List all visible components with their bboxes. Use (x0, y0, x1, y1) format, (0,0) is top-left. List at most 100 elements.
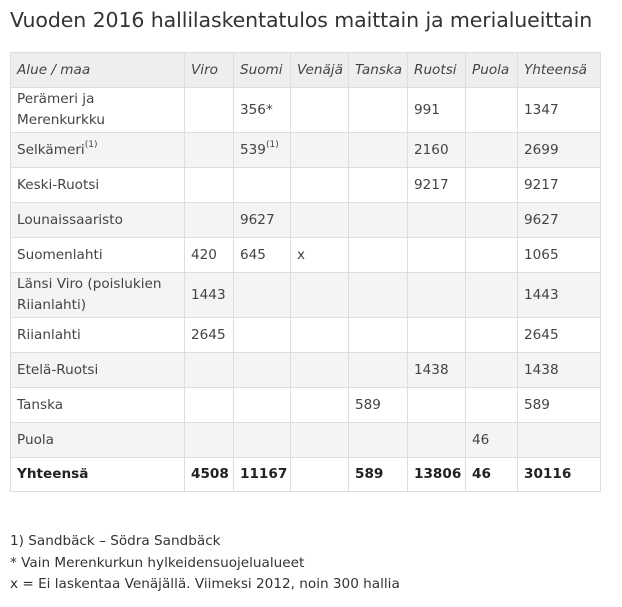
cell-venaja (290, 202, 349, 238)
cell-tanska (348, 132, 408, 168)
seal-count-table: Alue / maa Viro Suomi Venäjä Tanska Ruot… (10, 52, 601, 492)
cell-ruotsi: 1438 (407, 352, 466, 388)
cell-venaja (290, 352, 349, 388)
cell-total: 2699 (517, 132, 601, 168)
cell-area: Suomenlahti (10, 237, 185, 273)
footnotes: 1) Sandbäck – Södra Sandbäck * Vain Mere… (10, 531, 400, 596)
cell-total: 1347 (517, 87, 601, 133)
cell-venaja (290, 132, 349, 168)
cell-tanska (348, 202, 408, 238)
cell-puola (465, 352, 518, 388)
cell-suomi: 9627 (233, 202, 291, 238)
cell-suomi (233, 167, 291, 203)
column-header-tanska: Tanska (348, 52, 408, 88)
cell-area: Perämeri ja Merenkurkku (10, 87, 185, 133)
table-row: Suomenlahti 420 645 x 1065 (10, 237, 601, 273)
cell-tanska (348, 167, 408, 203)
cell-suomi: 539(1) (233, 132, 291, 168)
total-grand: 30116 (517, 457, 601, 492)
cell-puola: 46 (465, 422, 518, 458)
cell-tanska (348, 272, 408, 318)
cell-suomi (233, 272, 291, 318)
table-row: Puola 46 (10, 422, 601, 458)
cell-ruotsi (407, 422, 466, 458)
cell-suomi (233, 387, 291, 423)
cell-ruotsi (407, 387, 466, 423)
cell-viro: 1443 (184, 272, 234, 318)
cell-puola (465, 167, 518, 203)
table-row: Selkämeri(1) 539(1) 2160 2699 (10, 132, 601, 168)
footnote-sandback: 1) Sandbäck – Södra Sandbäck (10, 533, 221, 549)
cell-area: Tanska (10, 387, 185, 423)
cell-suomi (233, 352, 291, 388)
cell-ruotsi: 991 (407, 87, 466, 133)
cell-total: 589 (517, 387, 601, 423)
cell-total: 1065 (517, 237, 601, 273)
cell-area: Etelä-Ruotsi (10, 352, 185, 388)
cell-puola (465, 132, 518, 168)
column-header-area: Alue / maa (10, 52, 185, 88)
cell-ruotsi (407, 202, 466, 238)
column-header-suomi: Suomi (233, 52, 291, 88)
footnote-venaja: x = Ei laskentaa Venäjällä. Viimeksi 201… (10, 576, 400, 592)
cell-tanska (348, 87, 408, 133)
cell-venaja (290, 167, 349, 203)
footnote-marker: (1) (84, 139, 98, 150)
cell-venaja: x (290, 237, 349, 273)
cell-viro (184, 422, 234, 458)
cell-suomi (233, 422, 291, 458)
cell-venaja (290, 87, 349, 133)
cell-ruotsi: 2160 (407, 132, 466, 168)
cell-puola (465, 317, 518, 353)
page-title: Vuoden 2016 hallilaskentatulos maittain … (10, 8, 593, 32)
total-viro: 4508 (184, 457, 234, 492)
table-row: Keski-Ruotsi 9217 9217 (10, 167, 601, 203)
cell-suomi (233, 317, 291, 353)
cell-ruotsi (407, 317, 466, 353)
cell-total: 1443 (517, 272, 601, 318)
cell-viro: 420 (184, 237, 234, 273)
cell-ruotsi (407, 237, 466, 273)
column-header-venaja: Venäjä (290, 52, 349, 88)
column-header-total: Yhteensä (517, 52, 601, 88)
cell-puola (465, 387, 518, 423)
cell-total (517, 422, 601, 458)
cell-area: Puola (10, 422, 185, 458)
cell-area: Riianlahti (10, 317, 185, 353)
cell-viro (184, 352, 234, 388)
total-venaja (290, 457, 349, 492)
table-row: Lounaissaaristo 9627 9627 (10, 202, 601, 238)
cell-viro (184, 202, 234, 238)
cell-area-text: Selkämeri (17, 141, 85, 158)
total-suomi: 11167 (233, 457, 291, 492)
cell-viro: 2645 (184, 317, 234, 353)
cell-venaja (290, 272, 349, 318)
cell-area: Selkämeri(1) (10, 132, 185, 168)
cell-tanska (348, 317, 408, 353)
table-row: Tanska 589 589 (10, 387, 601, 423)
cell-area: Keski-Ruotsi (10, 167, 185, 203)
table-row: Riianlahti 2645 2645 (10, 317, 601, 353)
cell-puola (465, 202, 518, 238)
total-tanska: 589 (348, 457, 408, 492)
cell-venaja (290, 422, 349, 458)
cell-puola (465, 87, 518, 133)
table-row: Länsi Viro (poislukien Riianlahti) 1443 … (10, 272, 601, 318)
cell-viro (184, 167, 234, 203)
cell-viro (184, 387, 234, 423)
table-total-row: Yhteensä 4508 11167 589 13806 46 30116 (10, 457, 601, 492)
column-header-puola: Puola (465, 52, 518, 88)
cell-puola (465, 272, 518, 318)
total-label: Yhteensä (10, 457, 185, 492)
cell-viro (184, 87, 234, 133)
cell-tanska (348, 352, 408, 388)
total-puola: 46 (465, 457, 518, 492)
cell-suomi: 645 (233, 237, 291, 273)
cell-suomi: 356* (233, 87, 291, 133)
table-row: Etelä-Ruotsi 1438 1438 (10, 352, 601, 388)
cell-viro (184, 132, 234, 168)
cell-area: Länsi Viro (poislukien Riianlahti) (10, 272, 185, 318)
table-header-row: Alue / maa Viro Suomi Venäjä Tanska Ruot… (10, 52, 601, 88)
table-row: Perämeri ja Merenkurkku 356* 991 1347 (10, 87, 601, 133)
